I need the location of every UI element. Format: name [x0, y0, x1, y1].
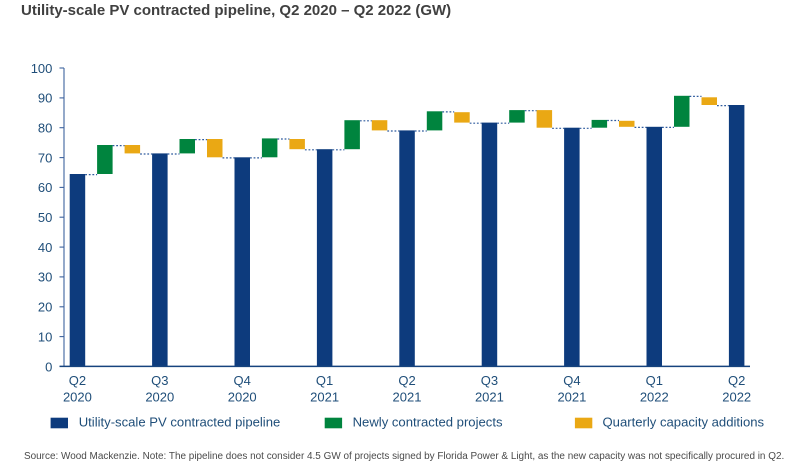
svg-text:2021: 2021: [393, 389, 422, 404]
svg-text:2022: 2022: [640, 389, 669, 404]
svg-text:Q1: Q1: [316, 373, 333, 388]
svg-text:0: 0: [45, 359, 52, 374]
svg-text:70: 70: [38, 150, 52, 165]
svg-text:Q1: Q1: [646, 373, 663, 388]
svg-text:Q2: Q2: [728, 373, 745, 388]
svg-text:2021: 2021: [557, 389, 586, 404]
svg-text:40: 40: [38, 240, 52, 255]
svg-text:50: 50: [38, 210, 52, 225]
svg-text:20: 20: [38, 300, 52, 315]
svg-text:90: 90: [38, 91, 52, 106]
svg-text:Quarterly capacity additions: Quarterly capacity additions: [603, 415, 765, 430]
svg-text:2021: 2021: [475, 389, 504, 404]
svg-text:80: 80: [38, 121, 52, 136]
svg-text:30: 30: [38, 270, 52, 285]
svg-text:2020: 2020: [145, 389, 174, 404]
svg-text:Q3: Q3: [481, 373, 498, 388]
svg-text:2020: 2020: [63, 389, 92, 404]
svg-text:10: 10: [38, 329, 52, 344]
svg-text:Q4: Q4: [234, 373, 251, 388]
svg-text:Newly contracted projects: Newly contracted projects: [353, 415, 503, 430]
svg-text:2021: 2021: [310, 389, 339, 404]
svg-text:Utility-scale PV contracted pi: Utility-scale PV contracted pipeline: [79, 415, 281, 430]
svg-text:Q3: Q3: [151, 373, 168, 388]
svg-text:Q4: Q4: [563, 373, 580, 388]
svg-text:2020: 2020: [228, 389, 257, 404]
svg-text:Q2: Q2: [398, 373, 415, 388]
svg-text:2022: 2022: [722, 389, 751, 404]
svg-text:60: 60: [38, 180, 52, 195]
svg-text:100: 100: [31, 61, 53, 76]
svg-text:Q2: Q2: [69, 373, 86, 388]
